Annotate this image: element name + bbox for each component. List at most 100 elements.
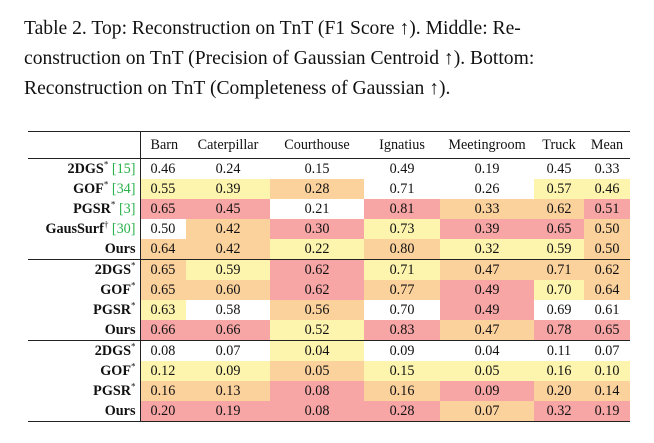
results-table: Barn Caterpillar Courthouse Ignatius Mee… xyxy=(28,131,630,422)
table-cell: 0.07 xyxy=(584,340,630,361)
table-cell: 0.58 xyxy=(186,300,270,320)
table-cell: 0.19 xyxy=(584,401,630,422)
table-cell: 0.80 xyxy=(364,239,440,260)
table-cell: 0.07 xyxy=(440,401,534,422)
table-cell: 0.42 xyxy=(186,219,270,239)
table-cell: 0.81 xyxy=(364,199,440,219)
table-row: PGSR* [3] 0.65 0.45 0.21 0.81 0.33 0.62 0.51 xyxy=(28,199,630,219)
method-name: Ours xyxy=(28,320,140,341)
table-row: 2DGS* 0.65 0.59 0.62 0.71 0.47 0.71 0.62 xyxy=(28,259,630,280)
method-marker: * xyxy=(131,260,136,271)
citation-link[interactable]: [15] xyxy=(111,161,136,177)
table-cell: 0.08 xyxy=(270,401,364,422)
table-cell: 0.09 xyxy=(186,361,270,381)
table-cell: 0.07 xyxy=(186,340,270,361)
table-cell: 0.16 xyxy=(534,361,584,381)
table-cell: 0.51 xyxy=(584,199,630,219)
method-label: GausSurf xyxy=(45,221,104,237)
table-cell: 0.42 xyxy=(186,239,270,260)
header-col-meetingroom: Meetingroom xyxy=(448,137,526,153)
method-marker: † xyxy=(103,219,109,230)
table-cell: 0.71 xyxy=(364,179,440,199)
table-caption: Table 2. Top: Reconstruction on TnT (F1 … xyxy=(24,14,630,104)
method-marker: * xyxy=(131,341,136,352)
table-cell: 0.47 xyxy=(440,320,534,341)
table-cell: 0.70 xyxy=(364,300,440,320)
table-cell: 0.47 xyxy=(440,259,534,280)
table-cell: 0.65 xyxy=(139,199,186,219)
table-cell: 0.62 xyxy=(270,280,364,300)
table-row: Ours 0.20 0.19 0.08 0.28 0.07 0.32 0.19 xyxy=(28,401,630,422)
table-cell: 0.14 xyxy=(584,381,630,401)
table-cell: 0.66 xyxy=(186,320,270,341)
table-cell: 0.59 xyxy=(534,239,584,260)
table-cell: 0.52 xyxy=(270,320,364,341)
table-cell: 0.78 xyxy=(534,320,584,341)
table-cell: 0.12 xyxy=(139,361,186,381)
table-row: Ours 0.64 0.42 0.22 0.80 0.32 0.59 0.50 xyxy=(28,239,630,260)
table-cell: 0.46 xyxy=(139,158,186,179)
method-marker: * xyxy=(103,159,109,170)
method-name: PGSR* xyxy=(28,300,140,320)
header-col-ignatius: Ignatius xyxy=(379,137,425,153)
table-cell: 0.49 xyxy=(440,300,534,320)
table-cell: 0.50 xyxy=(139,219,186,239)
table-row: GOF* [34] 0.55 0.39 0.28 0.71 0.26 0.57 0.46 xyxy=(28,179,630,199)
table-cell: 0.64 xyxy=(139,239,186,260)
table-cell: 0.77 xyxy=(364,280,440,300)
table-cell: 0.13 xyxy=(186,381,270,401)
method-label: 2DGS xyxy=(94,262,131,278)
method-name: Ours xyxy=(28,401,140,422)
table-cell: 0.08 xyxy=(270,381,364,401)
table-cell: 0.65 xyxy=(139,280,186,300)
method-name: 2DGS* xyxy=(28,341,140,362)
method-label: 2DGS xyxy=(67,161,104,177)
table-cell: 0.04 xyxy=(270,340,364,361)
table-cell: 0.19 xyxy=(440,158,534,179)
table-cell: 0.63 xyxy=(139,300,186,320)
table-cell: 0.15 xyxy=(364,361,440,381)
table-cell: 0.50 xyxy=(584,239,630,260)
citation-link[interactable]: [34] xyxy=(111,181,136,197)
method-name: Ours xyxy=(28,239,140,260)
table-cell: 0.65 xyxy=(139,259,186,280)
table-cell: 0.49 xyxy=(440,280,534,300)
method-marker: * xyxy=(131,300,136,311)
table-cell: 0.56 xyxy=(270,300,364,320)
table-cell: 0.46 xyxy=(584,179,630,199)
method-label: 2DGS xyxy=(94,343,131,359)
method-label: PGSR xyxy=(93,302,131,318)
table-cell: 0.71 xyxy=(364,259,440,280)
method-marker: * xyxy=(131,280,136,291)
method-label: PGSR xyxy=(73,201,111,217)
table-cell: 0.28 xyxy=(270,179,364,199)
table-row: 2DGS* [15] 0.46 0.24 0.15 0.49 0.19 0.45 0.33 xyxy=(28,158,630,179)
method-name: GOF* xyxy=(28,280,140,300)
method-name: PGSR* xyxy=(28,381,140,401)
table-cell: 0.39 xyxy=(440,219,534,239)
table-cell: 0.28 xyxy=(364,401,440,422)
table-cell: 0.22 xyxy=(270,239,364,260)
citation-link[interactable]: [30] xyxy=(111,221,136,237)
table-cell: 0.39 xyxy=(186,179,270,199)
table-cell: 0.09 xyxy=(440,381,534,401)
table-cell: 0.16 xyxy=(139,381,186,401)
table-cell: 0.62 xyxy=(584,259,630,280)
table-cell: 0.33 xyxy=(440,199,534,219)
table-cell: 0.24 xyxy=(186,158,270,179)
table-row: 2DGS* 0.08 0.07 0.04 0.09 0.04 0.11 0.07 xyxy=(28,340,630,362)
method-marker: * xyxy=(110,199,116,210)
table-cell: 0.62 xyxy=(534,199,584,219)
table-cell: 0.10 xyxy=(584,361,630,381)
table-cell: 0.64 xyxy=(584,280,630,300)
caption-line-2: construction on TnT (Precision of Gaussi… xyxy=(24,48,535,69)
citation-link[interactable]: [3] xyxy=(118,201,136,217)
table-row: GOF* 0.12 0.09 0.05 0.15 0.05 0.16 0.10 xyxy=(28,361,630,381)
table-cell: 0.21 xyxy=(270,199,364,219)
method-name: PGSR* [3] xyxy=(28,199,140,219)
table-cell: 0.65 xyxy=(534,219,584,239)
header-col-caterpillar: Caterpillar xyxy=(197,137,259,153)
header-col-courthouse: Courthouse xyxy=(284,137,350,153)
table-cell: 0.05 xyxy=(270,361,364,381)
method-label: Ours xyxy=(104,241,136,257)
